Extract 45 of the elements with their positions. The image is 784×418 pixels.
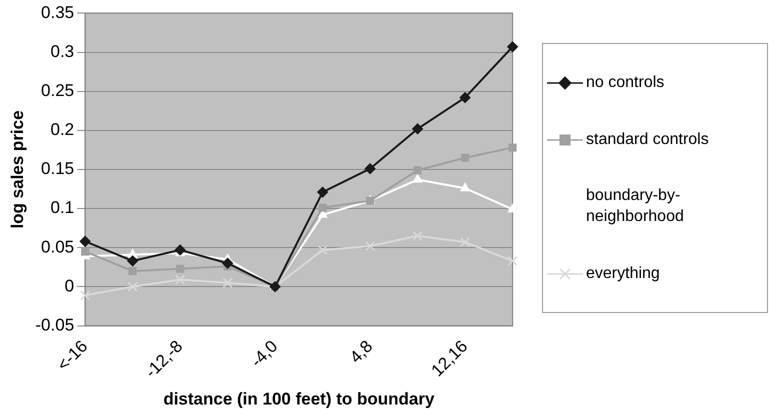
y-tick-label: 0.2 xyxy=(50,120,74,140)
point xyxy=(128,282,138,292)
point xyxy=(174,244,186,256)
point xyxy=(508,256,518,266)
point xyxy=(81,248,90,256)
point xyxy=(318,204,327,212)
y-tick-label: 0.25 xyxy=(41,81,74,100)
x-tick-label: 4,8 xyxy=(346,336,376,367)
point xyxy=(460,92,471,104)
point xyxy=(318,244,328,255)
point xyxy=(128,267,137,276)
legend-label: everything xyxy=(586,264,660,284)
point xyxy=(460,182,470,192)
y-tick-label: 0 xyxy=(64,276,74,296)
point xyxy=(460,237,470,248)
text: boundary-by-neighborhood xyxy=(586,186,685,228)
legend-label: standard controls xyxy=(586,130,709,150)
point xyxy=(412,174,422,183)
point xyxy=(507,41,518,52)
point xyxy=(127,255,138,266)
x-tick-label: -4,0 xyxy=(247,336,282,371)
point xyxy=(364,163,376,174)
point xyxy=(365,241,376,252)
y-tick-label: -0.05 xyxy=(35,315,74,334)
point xyxy=(317,186,328,198)
point xyxy=(461,154,470,162)
point xyxy=(175,274,186,285)
y-tick-label: 0.1 xyxy=(50,198,74,218)
y-tick-label: 0.3 xyxy=(50,42,74,61)
point xyxy=(80,290,90,300)
point xyxy=(176,264,184,273)
point xyxy=(414,166,422,174)
y-tick-label: 0.05 xyxy=(41,237,74,256)
legend-label: no controls xyxy=(586,72,664,93)
point xyxy=(222,258,234,269)
point xyxy=(412,123,424,134)
y-tick-label: 0.35 xyxy=(41,2,74,22)
x-tick-label: <-16 xyxy=(53,336,92,375)
y-axis-title: log sales price xyxy=(8,110,27,229)
point xyxy=(222,278,233,288)
point xyxy=(412,230,423,241)
point xyxy=(80,236,91,247)
y-tick-label: 0.15 xyxy=(41,159,74,178)
x-axis-title: distance (in 100 feet) to boundary xyxy=(163,389,435,408)
point xyxy=(508,144,517,152)
